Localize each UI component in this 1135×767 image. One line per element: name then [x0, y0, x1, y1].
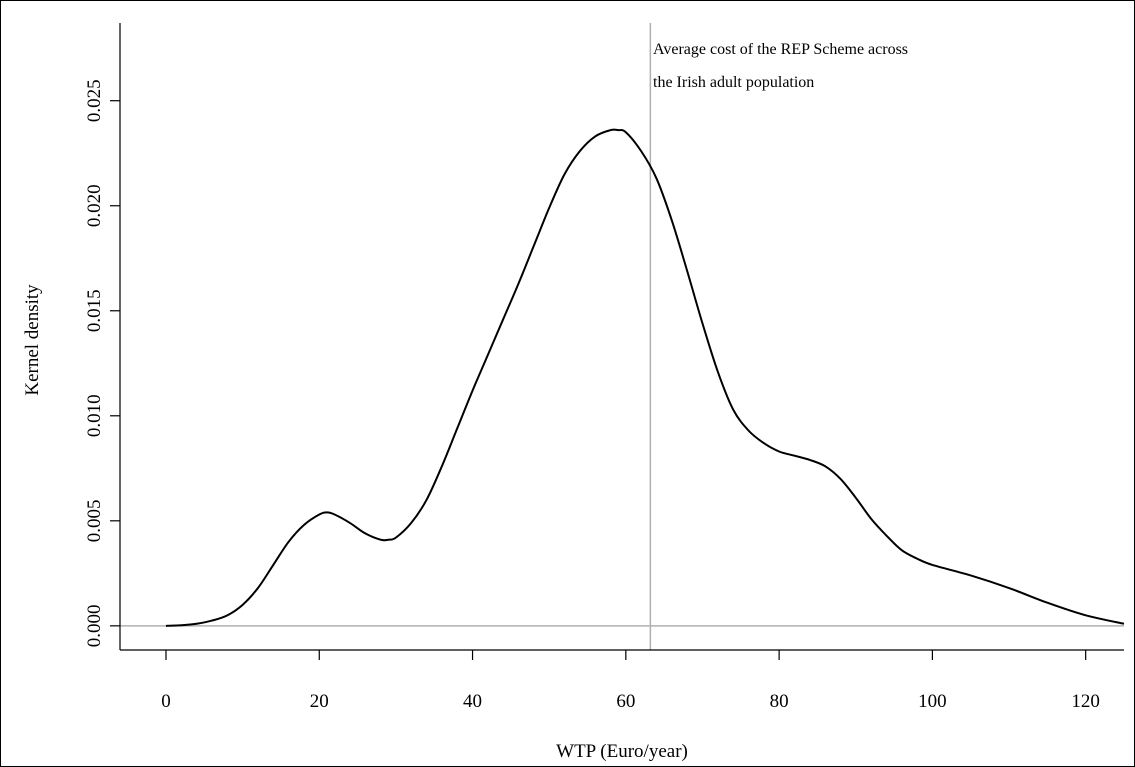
y-tick-label-0.005: 0.005	[84, 499, 105, 542]
x-tick-label-120: 120	[1071, 691, 1100, 712]
x-tick-label-40: 40	[463, 691, 482, 712]
x-axis-title: WTP (Euro/year)	[556, 741, 688, 762]
y-tick-label-0.000: 0.000	[84, 604, 105, 647]
x-tick-label-100: 100	[918, 691, 947, 712]
y-tick-label-0.025: 0.025	[84, 79, 105, 122]
y-tick-label-0.010: 0.010	[84, 394, 105, 437]
annotation-line-2: the Irish adult population	[653, 74, 814, 91]
x-tick-label-20: 20	[310, 691, 329, 712]
y-tick-label-0.020: 0.020	[84, 184, 105, 227]
y-axis-title: Kernel density	[22, 284, 43, 396]
annotation-line-1: Average cost of the REP Scheme across	[653, 41, 908, 58]
x-tick-label-0: 0	[161, 691, 171, 712]
x-tick-label-80: 80	[770, 691, 789, 712]
y-tick-label-0.015: 0.015	[84, 289, 105, 332]
x-tick-label-60: 60	[616, 691, 635, 712]
density-curve	[165, 128, 1125, 627]
